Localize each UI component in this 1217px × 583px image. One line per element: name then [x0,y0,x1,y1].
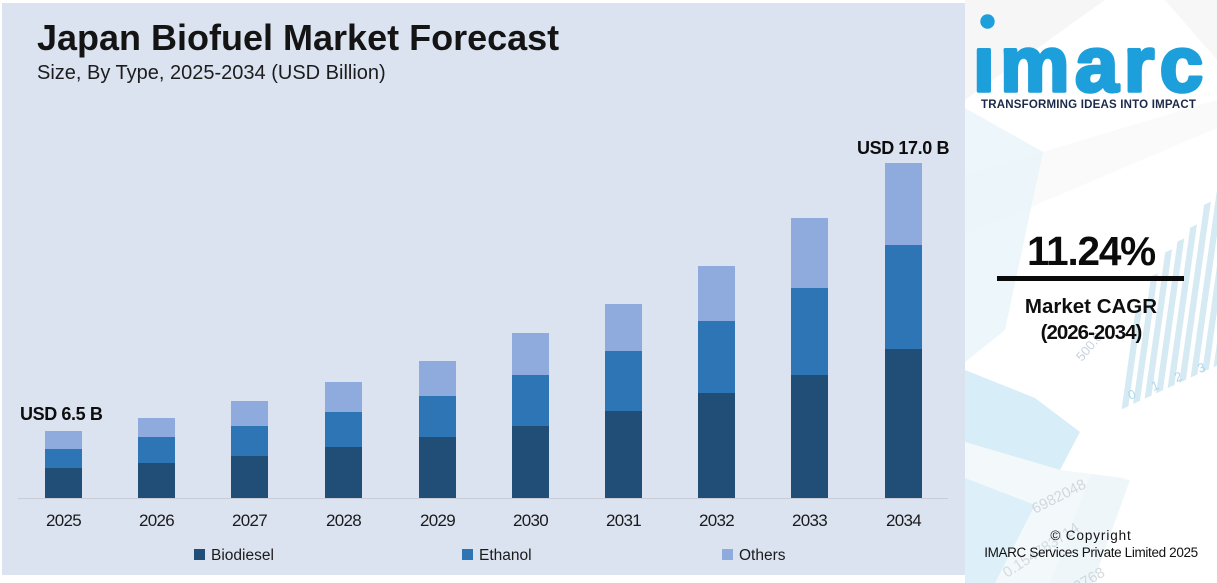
svg-text:TRANSFORMING IDEAS INTO IMPACT: TRANSFORMING IDEAS INTO IMPACT [981,99,1196,111]
svg-text:ımarc: ımarc [973,20,1209,108]
